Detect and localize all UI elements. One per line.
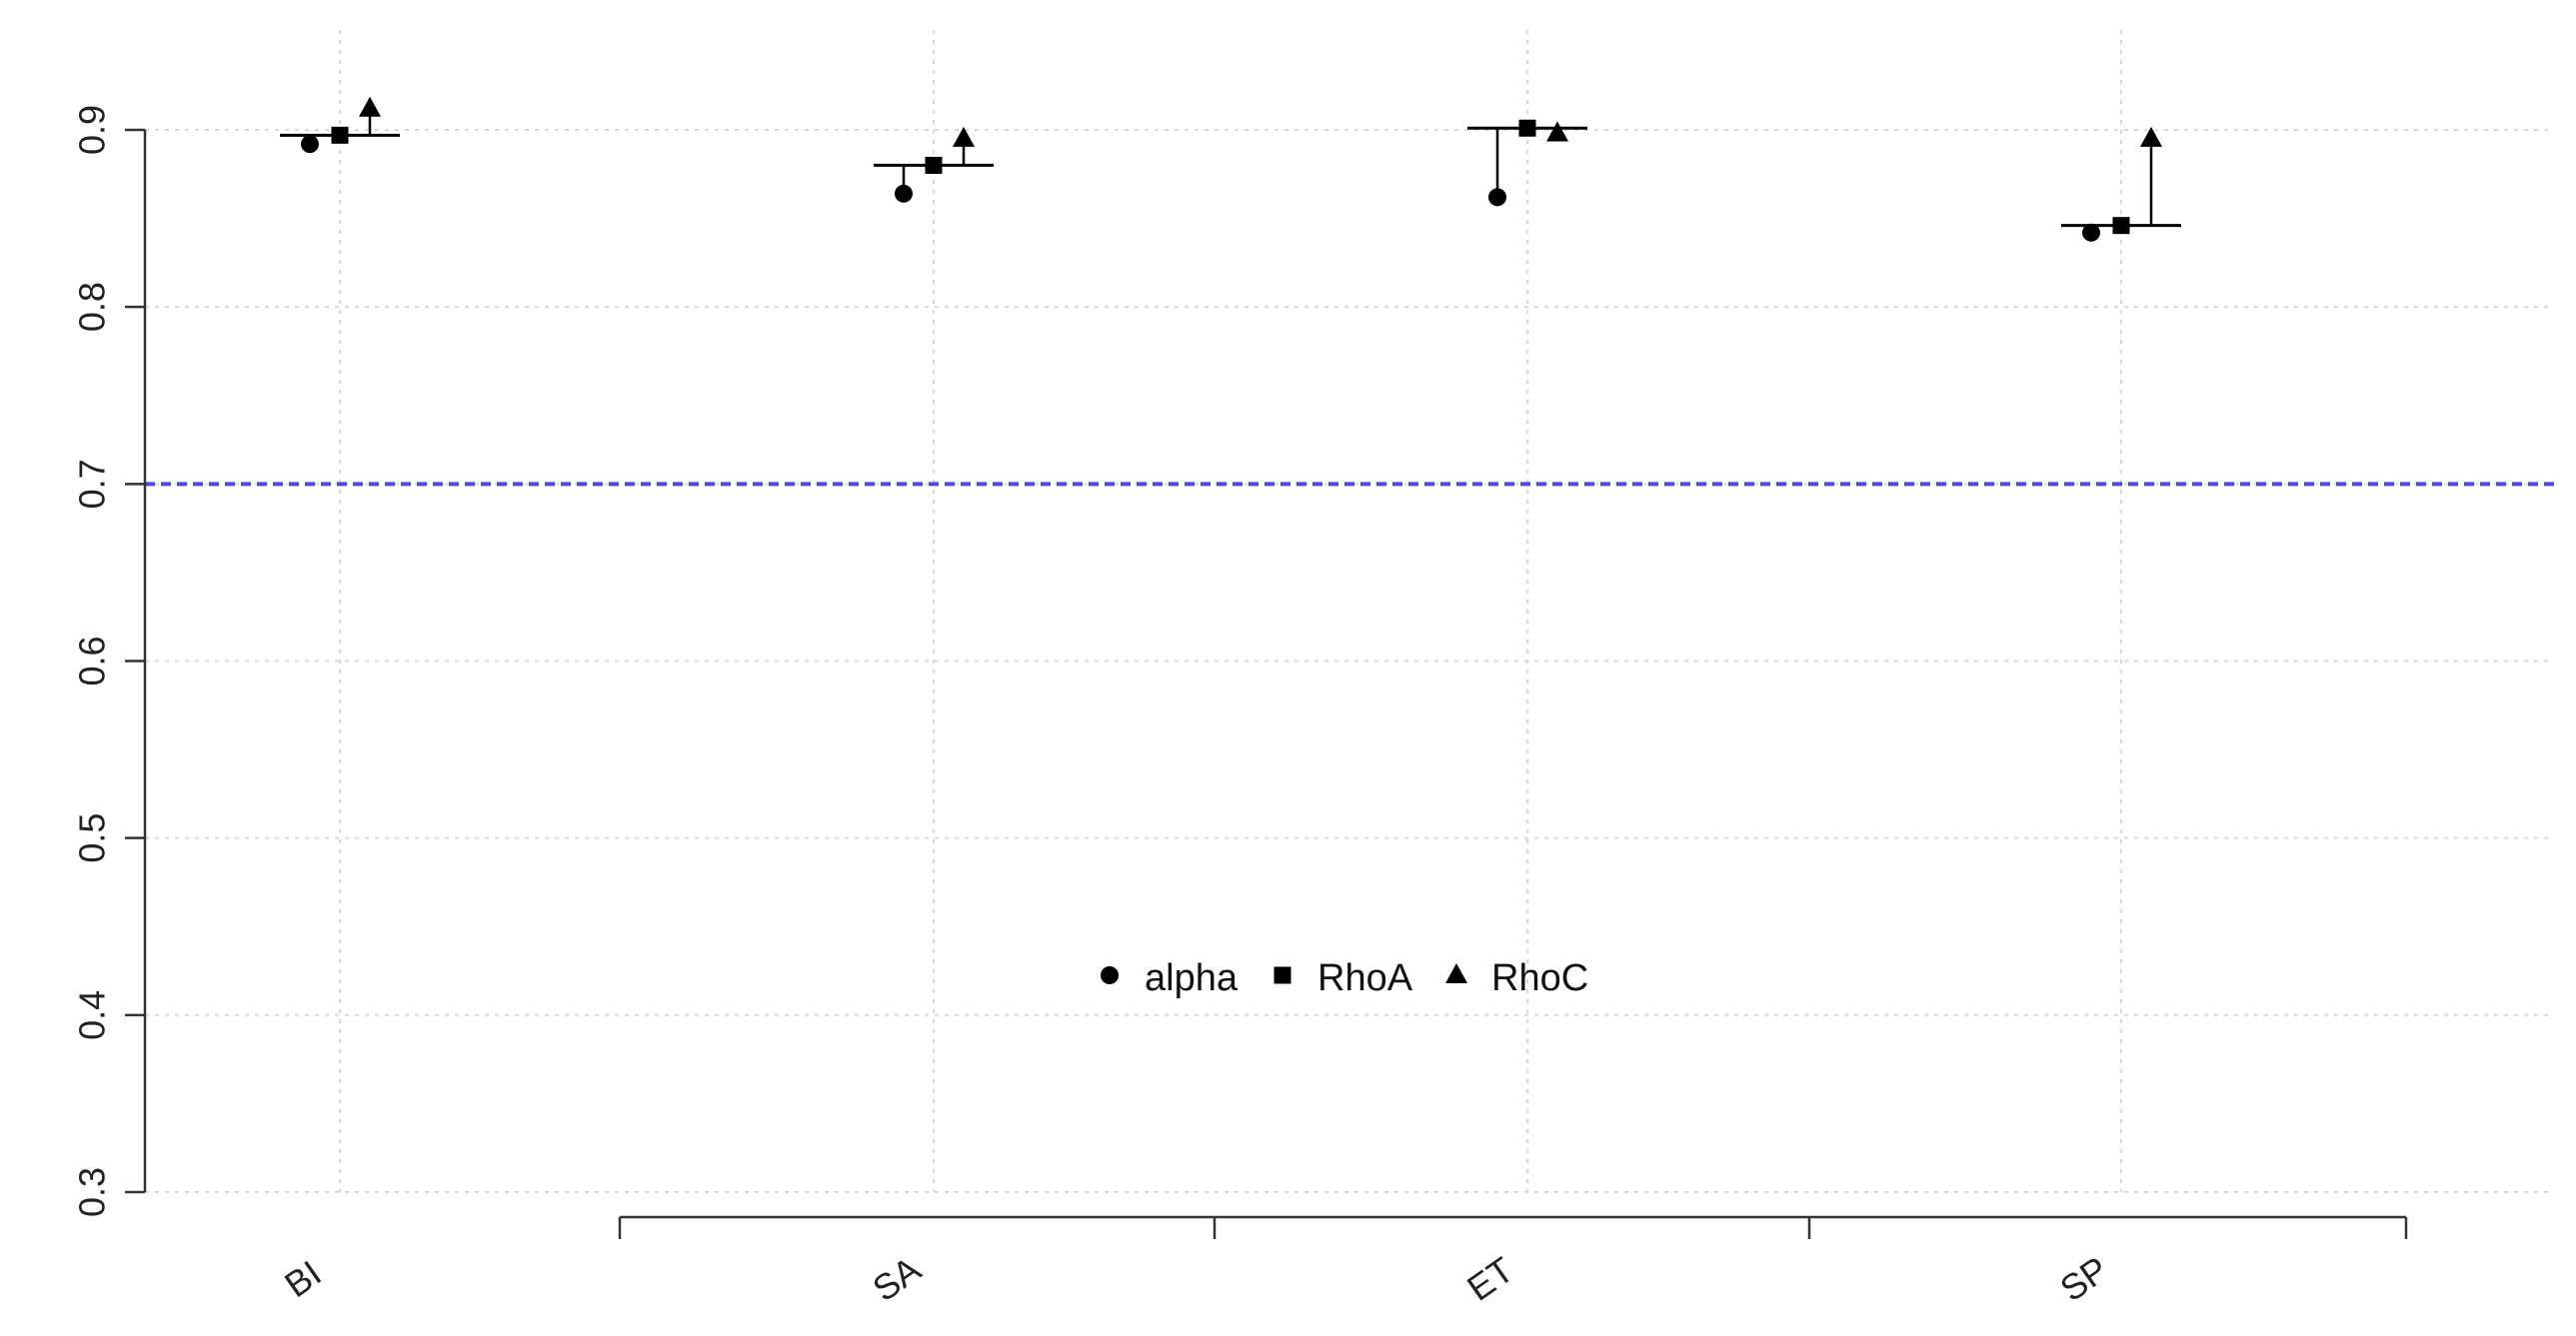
point-alpha bbox=[301, 135, 319, 154]
legend-marker-RhoC bbox=[1445, 963, 1467, 983]
legend: alpha RhoA RhoC bbox=[1101, 957, 1588, 999]
y-tick-label: 0.8 bbox=[72, 282, 113, 332]
y-tick-label: 0.3 bbox=[72, 1167, 113, 1217]
y-tick-label: 0.9 bbox=[72, 105, 113, 155]
axes: 0.30.40.50.60.70.80.9BISAETSPSESSSNSO bbox=[72, 105, 2408, 1309]
point-alpha bbox=[895, 184, 913, 203]
x-tick-label: SP bbox=[2052, 1248, 2115, 1309]
x-tick-label: BI bbox=[277, 1252, 328, 1305]
point-RhoC bbox=[1546, 121, 1568, 142]
point-RhoA bbox=[2112, 217, 2130, 235]
y-tick-label: 0.7 bbox=[72, 459, 113, 509]
legend-label-RhoA: RhoA bbox=[1317, 957, 1413, 999]
legend-label-RhoC: RhoC bbox=[1491, 957, 1588, 999]
stems bbox=[280, 108, 2181, 233]
point-alpha bbox=[2082, 223, 2100, 242]
point-RhoC bbox=[359, 96, 381, 117]
point-RhoA bbox=[331, 126, 349, 144]
point-RhoA bbox=[1518, 119, 1536, 137]
point-alpha bbox=[1488, 188, 1506, 207]
y-tick-label: 0.4 bbox=[72, 990, 113, 1040]
data-points bbox=[301, 96, 2162, 242]
legend-label-alpha: alpha bbox=[1145, 957, 1239, 999]
point-RhoA bbox=[925, 156, 943, 174]
point-RhoC bbox=[953, 126, 975, 147]
grid-lines bbox=[145, 30, 2554, 1193]
y-tick-label: 0.6 bbox=[72, 636, 113, 685]
legend-marker-alpha bbox=[1101, 966, 1119, 984]
x-tick-label: ET bbox=[1459, 1249, 1520, 1309]
y-tick-label: 0.5 bbox=[72, 813, 113, 863]
point-RhoC bbox=[2140, 126, 2162, 147]
legend-marker-RhoA bbox=[1274, 966, 1291, 984]
x-tick-label: SA bbox=[865, 1248, 928, 1309]
